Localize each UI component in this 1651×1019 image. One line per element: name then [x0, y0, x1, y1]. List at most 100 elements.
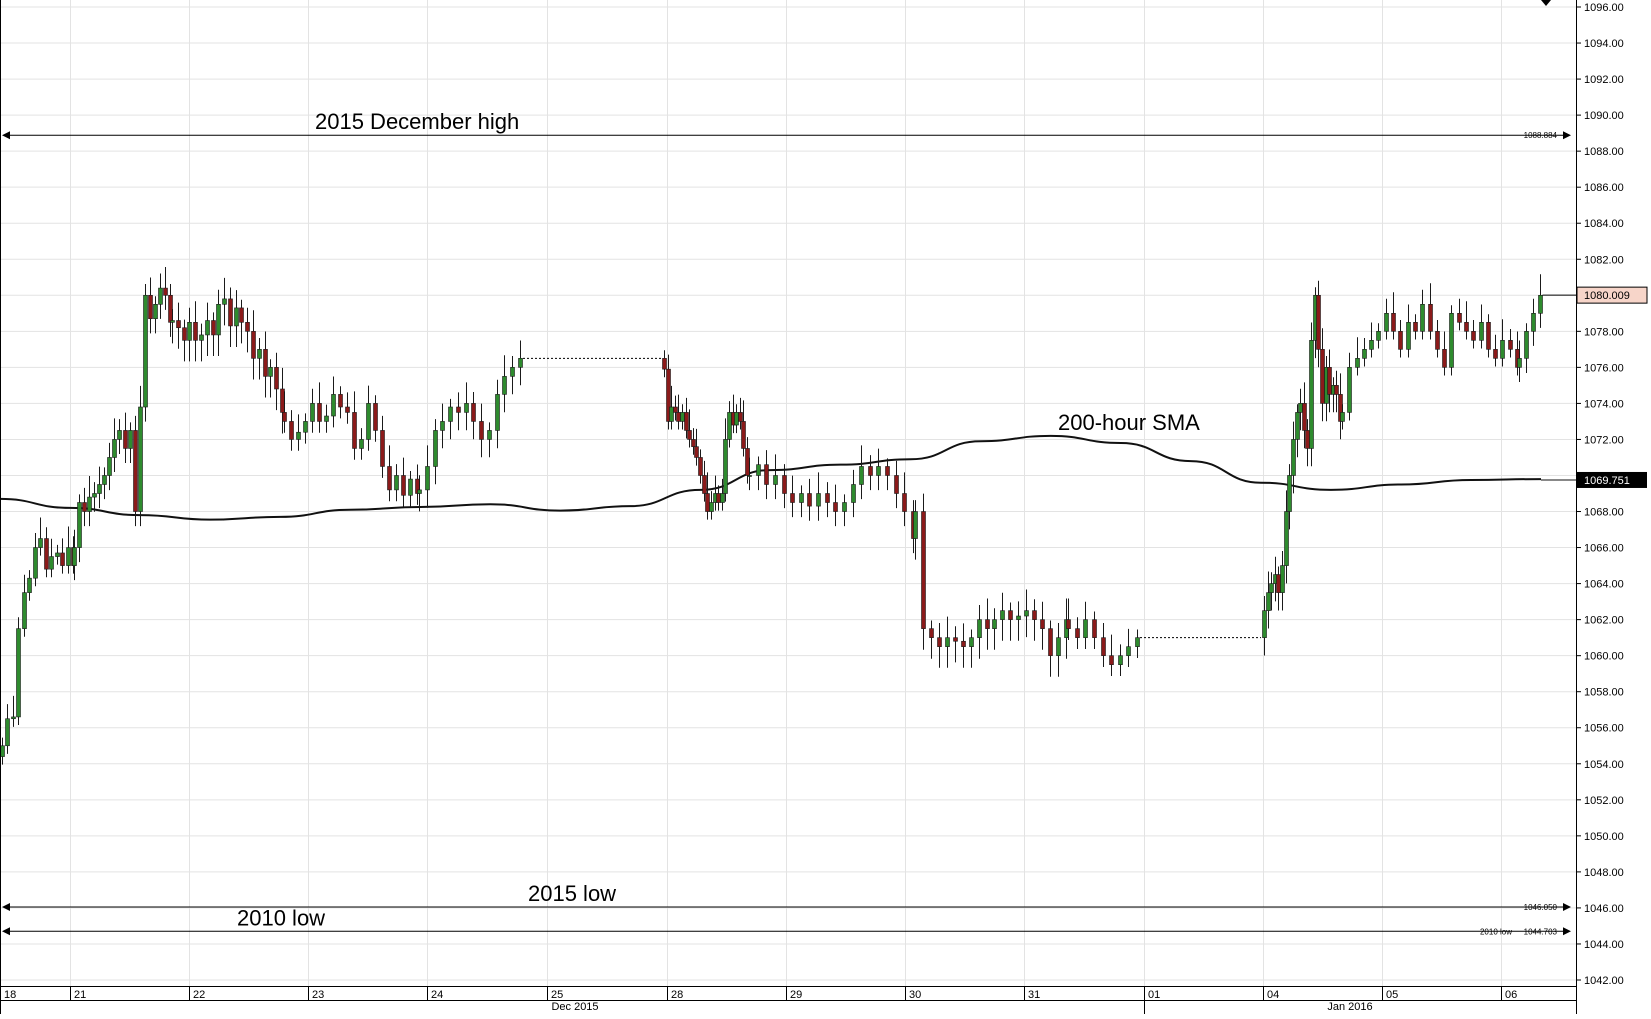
y-tick-label: 1044.00 — [1584, 939, 1624, 951]
candle-21-12 — [133, 415, 138, 527]
y-tick-label: 1062.00 — [1584, 615, 1624, 627]
candle-24-10 — [495, 379, 500, 449]
candles — [0, 267, 1543, 765]
candle-04-7 — [1287, 464, 1292, 530]
y-tick-label: 1046.00 — [1584, 903, 1624, 915]
candle-22-7 — [211, 312, 216, 357]
candle-24-9 — [487, 422, 492, 458]
y-tick-label: 1072.00 — [1584, 434, 1624, 446]
candle-30-18 — [1056, 623, 1061, 677]
candle-22-4 — [193, 301, 198, 362]
candle-05-17 — [1464, 301, 1469, 340]
level-label-2: 2010 low — [237, 905, 325, 930]
candle-29-12 — [851, 469, 856, 518]
y-tick-label: 1066.00 — [1584, 543, 1624, 555]
candle-28-9 — [694, 428, 699, 466]
candle-21-15 — [148, 277, 153, 334]
candle-05-15 — [1449, 305, 1454, 376]
candle-22-5 — [199, 323, 204, 362]
candle-31-6 — [1118, 644, 1123, 677]
candle-28-11 — [702, 460, 707, 502]
candle-22-15 — [257, 338, 262, 380]
candle-18-7 — [38, 517, 43, 556]
x-day-label: 01 — [1148, 989, 1160, 1001]
candle-21-8 — [112, 418, 117, 473]
candle-05-19 — [1479, 304, 1484, 349]
candle-23-9 — [345, 392, 350, 424]
candle-21-0 — [72, 529, 77, 581]
candle-29-14 — [868, 455, 873, 491]
candle-30-1 — [921, 493, 926, 650]
candle-22-3 — [187, 307, 192, 362]
x-day-label: 24 — [431, 989, 443, 1001]
candle-21-6 — [102, 467, 107, 500]
candle-06-3 — [1538, 274, 1543, 328]
x-day-label: 30 — [909, 989, 921, 1001]
candle-23-16 — [394, 464, 399, 502]
y-tick-label: 1094.00 — [1584, 38, 1624, 50]
candle-21-14 — [143, 283, 148, 422]
candle-28-8 — [691, 428, 696, 455]
candle-04-2 — [1269, 572, 1274, 611]
candle-28-7 — [687, 409, 692, 448]
y-tick-label: 1082.00 — [1584, 254, 1624, 266]
candle-24-0 — [417, 475, 422, 512]
candle-21-16 — [153, 296, 158, 334]
candle-21-18 — [163, 267, 168, 310]
candle-18-10 — [55, 544, 60, 565]
y-tick-label: 1084.00 — [1584, 218, 1624, 230]
candle-04-18 — [1327, 349, 1332, 413]
candle-04-15 — [1316, 280, 1321, 368]
candle-31-1 — [1075, 617, 1080, 649]
candle-30-6 — [961, 623, 966, 668]
level-arrow-right-2 — [1563, 927, 1571, 936]
candle-23-3 — [303, 413, 308, 444]
candle-31-3 — [1092, 611, 1097, 649]
candle-05-18 — [1471, 319, 1476, 349]
x-day-label: 22 — [193, 989, 205, 1001]
candle-30-4 — [945, 616, 950, 668]
candle-05-22 — [1500, 319, 1505, 367]
y-tick-label: 1054.00 — [1584, 759, 1624, 771]
last-price-box: 1080.009 — [1576, 286, 1648, 304]
level-arrow-left-0 — [2, 131, 10, 140]
candle-05-3 — [1362, 338, 1367, 367]
candle-30-0 — [913, 500, 918, 560]
y-tick-label: 1090.00 — [1584, 110, 1624, 122]
level-label-1: 2015 low — [528, 881, 616, 906]
y-tick-label: 1042.00 — [1584, 975, 1624, 987]
candle-05-20 — [1486, 314, 1491, 358]
candle-31-5 — [1109, 634, 1114, 677]
candle-29-4 — [782, 464, 787, 509]
candle-05-1 — [1347, 352, 1352, 421]
candle-21-13 — [138, 385, 143, 527]
candle-24-8 — [479, 403, 484, 458]
candle-30-13 — [1016, 601, 1021, 641]
candle-23-15 — [387, 445, 392, 502]
level-arrow-left-2 — [2, 927, 10, 936]
candle-04-0 — [1262, 596, 1267, 656]
candle-04-6 — [1284, 490, 1289, 584]
candle-05-10 — [1413, 314, 1418, 340]
candle-18-9 — [49, 538, 54, 578]
sma-200h-line — [0, 434, 1542, 521]
candle-30-9 — [985, 598, 990, 650]
candle-31-0 — [1066, 598, 1071, 640]
y-tick-label: 1050.00 — [1584, 831, 1624, 843]
candle-22-16 — [263, 331, 268, 398]
candle-30-14 — [1024, 589, 1029, 638]
candle-05-12 — [1428, 283, 1433, 340]
candle-23-1 — [289, 410, 294, 451]
y-tick-label: 1096.00 — [1584, 2, 1624, 14]
y-tick-label: 1060.00 — [1584, 651, 1624, 663]
candle-23-5 — [317, 382, 322, 433]
y-tick-label: 1092.00 — [1584, 74, 1624, 86]
candle-30-7 — [969, 629, 974, 668]
candle-24-3 — [440, 403, 445, 449]
candle-29-17 — [894, 460, 899, 509]
candle-05-0 — [1340, 404, 1345, 430]
candle-23-4 — [310, 388, 315, 433]
candle-04-5 — [1280, 550, 1285, 611]
candle-28-21 — [738, 397, 743, 430]
